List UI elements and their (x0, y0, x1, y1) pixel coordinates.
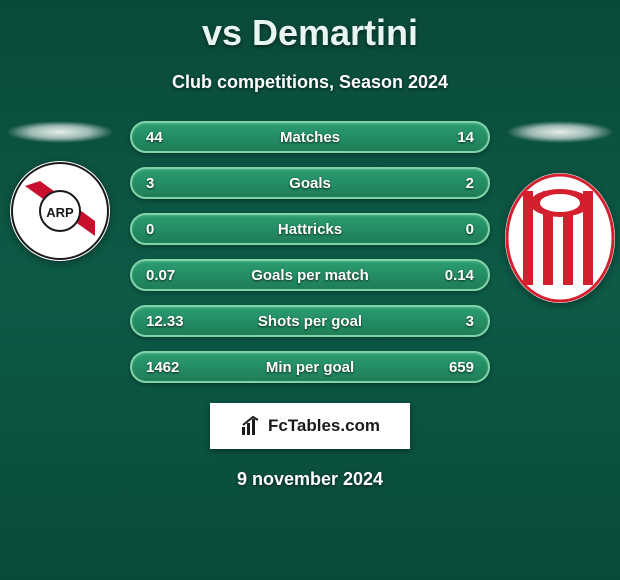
stat-label: Min per goal (266, 359, 354, 376)
left-halo (6, 121, 114, 143)
stat-label: Goals per match (251, 267, 369, 284)
barracas-crest-icon (505, 173, 615, 303)
stat-left-value: 1462 (146, 359, 196, 376)
right-team-crest (505, 173, 615, 303)
footer-date: 9 november 2024 (0, 469, 620, 490)
svg-text:ARP: ARP (46, 205, 74, 220)
stat-left-value: 44 (146, 129, 196, 146)
left-team-crest: ARP (10, 161, 110, 261)
stats-column: 44 Matches 14 3 Goals 2 0 Hattricks 0 0.… (130, 121, 490, 383)
stat-left-value: 3 (146, 175, 196, 192)
river-plate-crest-icon: ARP (10, 161, 110, 261)
comparison-title: vs Demartini (0, 0, 620, 54)
right-halo (506, 121, 614, 143)
stat-right-value: 2 (424, 175, 474, 192)
stat-right-value: 659 (424, 359, 474, 376)
stat-label: Goals (289, 175, 331, 192)
stat-left-value: 12.33 (146, 313, 196, 330)
comparison-body: ARP 44 Matches 14 3 Goals 2 0 Hattricks … (0, 121, 620, 383)
stat-right-value: 3 (424, 313, 474, 330)
comparison-subtitle: Club competitions, Season 2024 (0, 72, 620, 93)
stat-row-shots-per-goal: 12.33 Shots per goal 3 (130, 305, 490, 337)
stat-row-hattricks: 0 Hattricks 0 (130, 213, 490, 245)
stat-right-value: 0 (424, 221, 474, 238)
stat-right-value: 0.14 (424, 267, 474, 284)
brand-text: FcTables.com (268, 416, 380, 436)
stat-label: Hattricks (278, 221, 342, 238)
chart-icon (240, 415, 262, 437)
brand-badge: FcTables.com (210, 403, 410, 449)
stat-left-value: 0 (146, 221, 196, 238)
stat-row-goals-per-match: 0.07 Goals per match 0.14 (130, 259, 490, 291)
stat-label: Shots per goal (258, 313, 362, 330)
stat-row-matches: 44 Matches 14 (130, 121, 490, 153)
left-team-column: ARP (0, 121, 120, 261)
stat-label: Matches (280, 129, 340, 146)
stat-left-value: 0.07 (146, 267, 196, 284)
stat-right-value: 14 (424, 129, 474, 146)
right-team-column (500, 121, 620, 303)
stat-row-min-per-goal: 1462 Min per goal 659 (130, 351, 490, 383)
stat-row-goals: 3 Goals 2 (130, 167, 490, 199)
